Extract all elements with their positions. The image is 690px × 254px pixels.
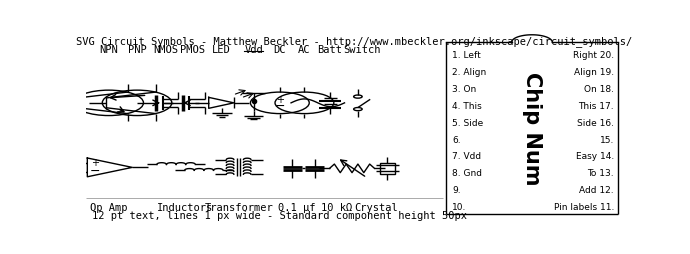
Text: 8. Gnd: 8. Gnd xyxy=(452,169,482,178)
Text: Side 16.: Side 16. xyxy=(577,119,614,128)
Text: +: + xyxy=(276,95,284,105)
Text: −: − xyxy=(275,100,285,113)
Text: 7. Vdd: 7. Vdd xyxy=(452,152,481,162)
Text: Switch: Switch xyxy=(344,45,381,55)
Text: 10.: 10. xyxy=(452,203,466,212)
Bar xyxy=(380,163,395,174)
Text: Align 19.: Align 19. xyxy=(574,68,614,77)
Text: 6.: 6. xyxy=(452,136,461,145)
Text: DC: DC xyxy=(273,45,286,55)
Text: 3. On: 3. On xyxy=(452,85,476,94)
Text: This 17.: This 17. xyxy=(578,102,614,111)
Text: Chip Num: Chip Num xyxy=(522,72,542,185)
Text: 10 kΩ: 10 kΩ xyxy=(321,203,352,213)
Text: Op Amp: Op Amp xyxy=(90,203,128,213)
Text: 9.: 9. xyxy=(452,186,461,195)
Text: 12 pt text, lines 1 px wide - Standard component height 50px: 12 pt text, lines 1 px wide - Standard c… xyxy=(92,211,466,221)
Text: NPN: NPN xyxy=(99,45,118,55)
Text: 0.1 μf: 0.1 μf xyxy=(277,203,315,213)
Text: AC: AC xyxy=(298,45,310,55)
Text: LED: LED xyxy=(212,45,231,55)
Text: −: − xyxy=(90,165,100,178)
Text: NMOS: NMOS xyxy=(153,45,178,55)
Text: 4. This: 4. This xyxy=(452,102,482,111)
Text: Crystal: Crystal xyxy=(355,203,399,213)
Text: 2. Align: 2. Align xyxy=(452,68,486,77)
Text: Transformer: Transformer xyxy=(204,203,273,213)
Text: PMOS: PMOS xyxy=(179,45,205,55)
Text: Inductors: Inductors xyxy=(157,203,213,213)
Text: On 18.: On 18. xyxy=(584,85,614,94)
Text: Pin labels 11.: Pin labels 11. xyxy=(553,203,614,212)
Text: Easy 14.: Easy 14. xyxy=(575,152,614,162)
Text: SVG Circuit Symbols - Matthew Beckler - http://www.mbeckler.org/inkscape/circuit: SVG Circuit Symbols - Matthew Beckler - … xyxy=(75,36,632,47)
Text: Batt: Batt xyxy=(317,45,343,55)
Text: +: + xyxy=(91,158,99,168)
Text: PNP: PNP xyxy=(128,45,146,55)
Text: 1. Left: 1. Left xyxy=(452,51,481,60)
Text: Vdd: Vdd xyxy=(244,45,263,55)
Text: 15.: 15. xyxy=(600,136,614,145)
Text: 5. Side: 5. Side xyxy=(452,119,483,128)
Text: To 13.: To 13. xyxy=(587,169,614,178)
Text: Add 12.: Add 12. xyxy=(580,186,614,195)
Text: Right 20.: Right 20. xyxy=(573,51,614,60)
